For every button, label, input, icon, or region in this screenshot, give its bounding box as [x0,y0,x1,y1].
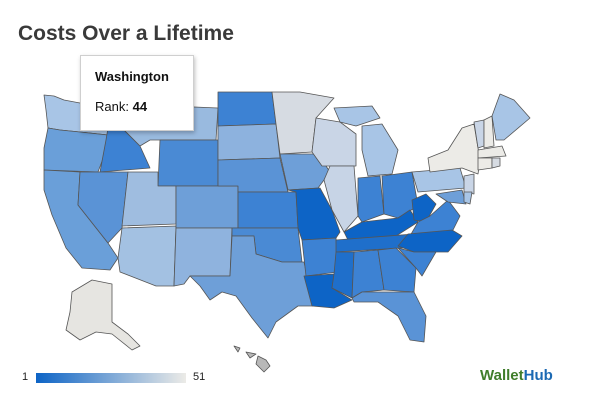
state-north-carolina[interactable] [397,229,463,253]
state-north-dakota[interactable] [217,91,277,127]
state-tooltip: Washington Rank: 44 [80,55,194,131]
tooltip-rank-label: Rank: [95,99,129,114]
state-ohio[interactable] [381,171,419,219]
state-maine[interactable] [491,93,531,141]
state-colorado[interactable] [175,185,239,229]
state-delaware[interactable] [463,191,473,205]
state-alabama[interactable] [351,249,385,299]
state-new-jersey[interactable] [463,173,475,195]
state-pennsylvania[interactable] [411,167,467,193]
state-connecticut[interactable] [477,157,493,171]
state-mississippi[interactable] [331,251,355,299]
state-new-york[interactable] [427,123,481,175]
state-wisconsin[interactable] [311,117,357,167]
legend-max-label: 51 [193,371,206,383]
tooltip-rank-value: 44 [132,99,148,114]
page-title: Costs Over a Lifetime [18,22,234,45]
state-indiana[interactable] [357,175,385,223]
state-hawaii[interactable] [233,345,271,373]
logo-wallet-text: Wallet [480,367,524,384]
state-florida[interactable] [351,291,427,343]
state-michigan[interactable] [361,123,399,177]
legend-min-label: 1 [22,371,29,383]
wallethub-logo[interactable]: WalletHub [480,367,553,384]
state-arkansas[interactable] [301,237,339,277]
state-alaska[interactable] [65,279,141,351]
logo-hub-text: Hub [523,367,553,384]
state-maryland[interactable] [435,189,467,205]
state-michigan-upper[interactable] [333,105,381,127]
state-oregon[interactable] [43,127,109,173]
legend-gradient-bar [36,373,186,383]
state-new-hampshire[interactable] [483,115,495,149]
state-wyoming[interactable] [157,139,219,187]
tooltip-state-name: Washington [95,69,169,84]
state-kansas[interactable] [237,191,299,229]
state-georgia[interactable] [377,247,417,293]
state-south-carolina[interactable] [397,247,437,277]
state-rhode-island[interactable] [491,157,501,169]
state-south-dakota[interactable] [217,123,281,161]
state-west-virginia[interactable] [411,193,437,223]
state-texas[interactable] [189,235,315,339]
tooltip-rank: Rank: 44 [95,99,179,114]
state-arizona[interactable] [117,225,177,287]
state-nevada[interactable] [77,171,129,244]
state-massachusetts[interactable] [477,145,507,159]
